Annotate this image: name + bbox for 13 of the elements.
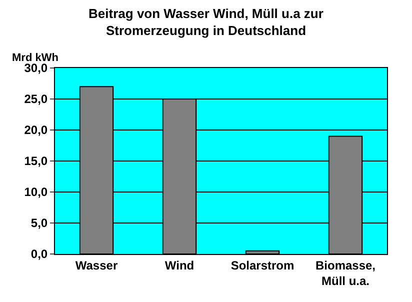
y-tick-label: 20,0 (24, 123, 48, 138)
x-tick-label: Wasser (75, 258, 118, 272)
y-tick-label: 5,0 (30, 216, 48, 230)
y-tick-label: 0,0 (30, 247, 48, 262)
x-tick-label: Biomasse, Müll u.a. (315, 258, 376, 288)
y-tick-label: 30,0 (24, 61, 48, 76)
x-tick-label: Solarstrom (230, 258, 294, 272)
y-tick-label: 10,0 (24, 185, 48, 200)
y-tick-label: 25,0 (24, 92, 48, 106)
x-tick-label: Wind (164, 258, 194, 272)
y-tick-label: 15,0 (24, 154, 48, 168)
y-axis-title: Mrd kWh (12, 52, 59, 64)
chart-title: Beitrag von Wasser Wind, Müll u.a zur Stromerzeugung in Deutschland (88, 6, 324, 38)
